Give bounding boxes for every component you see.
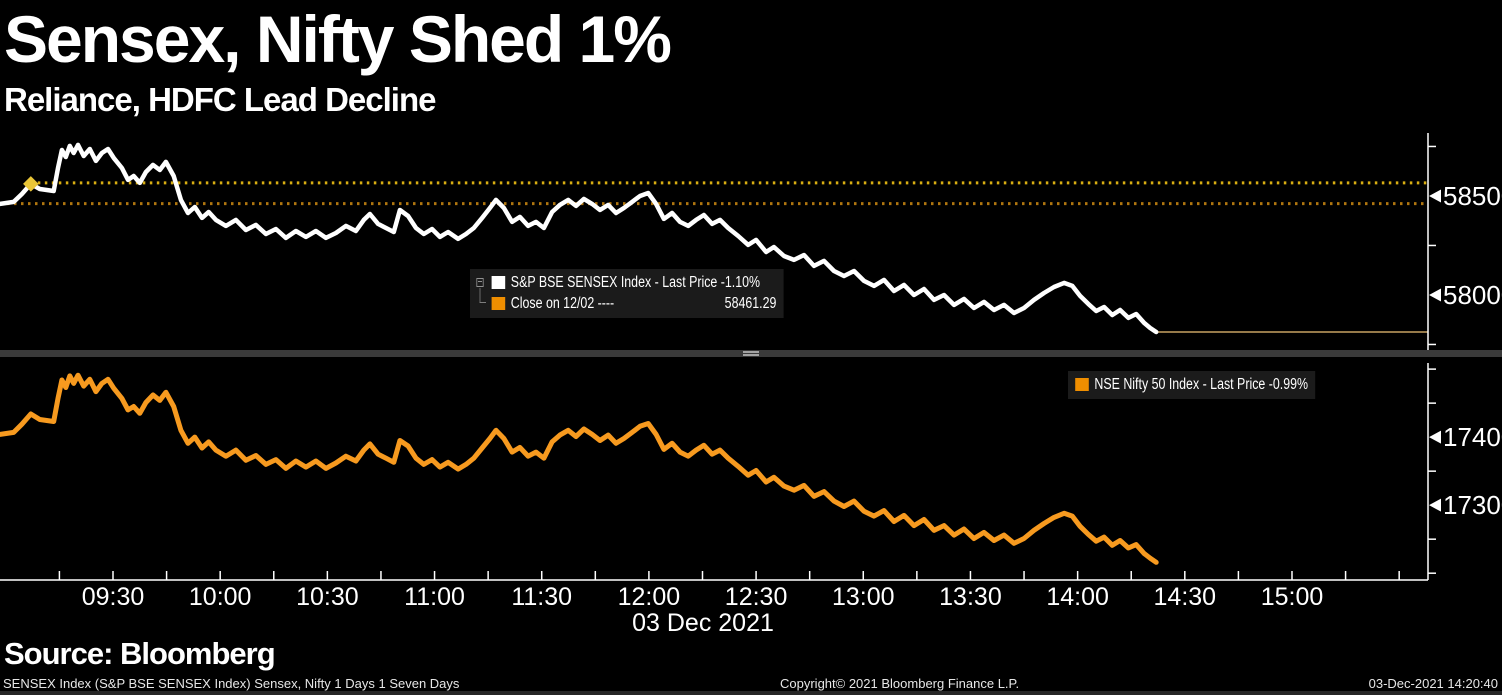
status-bar: SENSEX Index (S&P BSE SENSEX Index) Sens… [0, 674, 1502, 695]
splitter-grip-icon [743, 351, 759, 353]
x-axis-label: 13:00 [832, 583, 895, 611]
chart-subtitle: Reliance, HDFC Lead Decline [4, 81, 436, 118]
close-line-swatch-icon [491, 297, 506, 310]
sensex-legend-row[interactable]: S&P BSE SENSEX Index - Last Price -1.10% [491, 272, 777, 293]
legend-tree-connector [479, 288, 486, 303]
nifty-price-line [0, 372, 1159, 565]
y-tick-arrow-icon [1429, 498, 1441, 512]
x-axis-label: 11:30 [511, 583, 572, 611]
sensex-price-line [0, 142, 1159, 335]
y-tick-arrow-icon [1429, 430, 1441, 444]
close-line-value: 58461.29 [724, 294, 777, 312]
nifty-legend-label: NSE Nifty 50 Index - Last Price -0.99% [1094, 375, 1309, 393]
x-axis-label: 11:00 [404, 583, 465, 611]
nifty-legend: NSE Nifty 50 Index - Last Price -0.99% [1068, 371, 1316, 399]
x-axis-label: 12:30 [725, 583, 788, 611]
x-axis-label: 12:00 [618, 583, 681, 611]
x-axis-label: 13:30 [939, 583, 1002, 611]
status-bar-description: SENSEX Index (S&P BSE SENSEX Index) Sens… [3, 676, 460, 691]
sensex-swatch-icon [491, 276, 506, 289]
x-axis-label: 09:30 [82, 583, 145, 611]
x-axis-label: 14:00 [1046, 583, 1109, 611]
status-bar-copyright: Copyright© 2021 Bloomberg Finance L.P. [780, 676, 1020, 691]
close-line-legend-row[interactable]: Close on 12/02 ---- 58461.29 [491, 293, 777, 314]
sensex-legend-label: S&P BSE SENSEX Index - Last Price -1.10% [510, 273, 761, 291]
x-axis-label: 10:00 [189, 583, 252, 611]
status-bar-timestamp: 03-Dec-2021 14:20:40 [1368, 676, 1498, 691]
nifty-legend-row[interactable]: NSE Nifty 50 Index - Last Price -0.99% [1075, 374, 1308, 395]
source-label: Source: Bloomberg [4, 636, 276, 671]
x-axis-date-label: 03 Dec 2021 [632, 609, 774, 637]
nifty-swatch-icon [1075, 378, 1089, 391]
chart-title: Sensex, Nifty Shed 1% [4, 2, 672, 76]
y-axis-label: 17300 [1443, 490, 1502, 520]
y-tick-arrow-icon [1429, 189, 1441, 203]
sensex-legend: S&P BSE SENSEX Index - Last Price -1.10%… [470, 269, 784, 318]
x-axis-label: 10:30 [296, 583, 359, 611]
bottom-edge-strip [0, 691, 1502, 695]
x-axis-label: 15:00 [1261, 583, 1324, 611]
y-axis-label: 58500 [1443, 181, 1502, 211]
x-axis-label: 14:30 [1154, 583, 1217, 611]
legend-tree-toggle-icon[interactable] [476, 278, 484, 287]
y-axis-label: 58000 [1443, 280, 1502, 310]
panel-splitter[interactable] [0, 350, 1502, 357]
close-line-legend-label: Close on 12/02 ---- [510, 294, 615, 312]
annotation-diamond-marker-icon [23, 176, 39, 192]
y-tick-arrow-icon [1429, 288, 1441, 302]
